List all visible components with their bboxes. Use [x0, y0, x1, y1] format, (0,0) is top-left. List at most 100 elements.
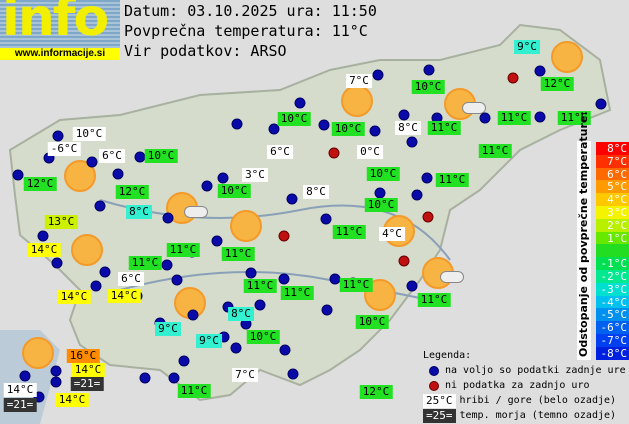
station-dot[interactable]: [168, 372, 180, 384]
station-dot[interactable]: [19, 370, 31, 382]
station-dot[interactable]: [171, 274, 183, 286]
temperature-label: 13°C: [44, 215, 78, 229]
legend-white: hribi / gore (belo ozadje): [459, 395, 617, 406]
station-dot[interactable]: [287, 368, 299, 380]
sun-icon: [341, 85, 373, 117]
station-dot[interactable]: [245, 267, 257, 279]
scale-step: -6°C: [596, 321, 629, 334]
station-dot[interactable]: [406, 136, 418, 148]
station-dot[interactable]: [279, 344, 291, 356]
temperature-label: 11°C: [557, 111, 591, 125]
station-dot[interactable]: [534, 111, 546, 123]
temperature-label: -6°C: [47, 142, 81, 156]
station-dot[interactable]: [178, 355, 190, 367]
station-dot-missing[interactable]: [278, 230, 290, 242]
cloud-icon: [184, 206, 208, 218]
station-dot[interactable]: [318, 119, 330, 131]
station-dot[interactable]: [398, 109, 410, 121]
temperature-label: 9°C: [196, 334, 222, 348]
station-dot[interactable]: [51, 257, 63, 269]
scale-step: 8°C: [596, 142, 629, 155]
station-dot[interactable]: [411, 189, 423, 201]
legend-dark-sample: =25=: [423, 408, 456, 423]
station-dot-missing[interactable]: [507, 72, 519, 84]
temperature-label: 11°C: [177, 384, 211, 398]
temperature-label: 11°C: [243, 279, 277, 293]
temperature-label: 14°C: [3, 383, 37, 397]
scale-step: 4°C: [596, 193, 629, 206]
station-dot[interactable]: [374, 187, 386, 199]
station-dot[interactable]: [139, 372, 151, 384]
sun-icon: [71, 234, 103, 266]
temperature-label: 11°C: [497, 111, 531, 125]
sun-icon: [64, 160, 96, 192]
temperature-label: 7°C: [232, 368, 258, 382]
station-dot[interactable]: [369, 125, 381, 137]
station-dot[interactable]: [50, 376, 62, 388]
temperature-label: 6°C: [267, 145, 293, 159]
station-dot[interactable]: [406, 280, 418, 292]
scale-step: -8°C: [596, 346, 629, 360]
station-dot[interactable]: [90, 280, 102, 292]
scale-step: -4°C: [596, 295, 629, 308]
station-dot[interactable]: [230, 342, 242, 354]
temperature-label: 10°C: [217, 184, 251, 198]
station-dot[interactable]: [52, 130, 64, 142]
station-dot[interactable]: [595, 98, 607, 110]
station-dot[interactable]: [201, 180, 213, 192]
scale-step: 6°C: [596, 167, 629, 180]
temperature-label: 11°C: [427, 121, 461, 135]
source-line: Vir podatkov: ARSO: [124, 42, 287, 60]
station-dot[interactable]: [112, 168, 124, 180]
station-dot[interactable]: [217, 172, 229, 184]
temperature-label: 6°C: [99, 149, 125, 163]
station-dot[interactable]: [33, 391, 45, 403]
station-dot[interactable]: [86, 156, 98, 168]
station-dot[interactable]: [479, 112, 491, 124]
temperature-label: 10°C: [277, 112, 311, 126]
station-dot[interactable]: [211, 235, 223, 247]
station-dot[interactable]: [187, 309, 199, 321]
temperature-label: 7°C: [346, 74, 372, 88]
station-dot[interactable]: [99, 266, 111, 278]
station-dot[interactable]: [37, 230, 49, 242]
scale-step: -2°C: [596, 269, 629, 283]
station-dot-missing[interactable]: [328, 147, 340, 159]
red-dot-icon: [429, 380, 439, 391]
station-dot[interactable]: [94, 200, 106, 212]
station-dot[interactable]: [321, 304, 333, 316]
station-dot[interactable]: [162, 212, 174, 224]
station-dot[interactable]: [421, 172, 433, 184]
temperature-label: 10°C: [144, 149, 178, 163]
station-dot[interactable]: [231, 118, 243, 130]
temperature-label: 11°C: [339, 278, 373, 292]
logo[interactable]: info www.informacije.si: [0, 0, 120, 60]
temperature-label: 16°C: [66, 349, 100, 363]
station-dot[interactable]: [254, 299, 266, 311]
station-dot[interactable]: [372, 69, 384, 81]
scale-step: -3°C: [596, 282, 629, 296]
station-dot[interactable]: [534, 65, 546, 77]
scale-step: -5°C: [596, 308, 629, 321]
logo-url[interactable]: www.informacije.si: [0, 48, 120, 60]
station-dot[interactable]: [278, 273, 290, 285]
date-line: Datum: 03.10.2025 ura: 11:50: [124, 2, 377, 20]
station-dot-missing[interactable]: [398, 255, 410, 267]
station-dot[interactable]: [294, 97, 306, 109]
temperature-label: 10°C: [355, 315, 389, 329]
avg-temp-line: Povprečna temperatura: 11°C: [124, 22, 368, 40]
station-dot-missing[interactable]: [422, 211, 434, 223]
station-dot[interactable]: [286, 193, 298, 205]
temperature-label: 9°C: [514, 40, 540, 54]
temperature-label: 11°C: [128, 256, 162, 270]
station-dot[interactable]: [161, 259, 173, 271]
station-dot[interactable]: [320, 213, 332, 225]
station-dot[interactable]: [268, 123, 280, 135]
temperature-label: 8°C: [303, 185, 329, 199]
station-dot[interactable]: [50, 365, 62, 377]
station-dot[interactable]: [12, 169, 24, 181]
temperature-label: 3°C: [242, 168, 268, 182]
temperature-label: 14°C: [57, 290, 91, 304]
station-dot[interactable]: [423, 64, 435, 76]
